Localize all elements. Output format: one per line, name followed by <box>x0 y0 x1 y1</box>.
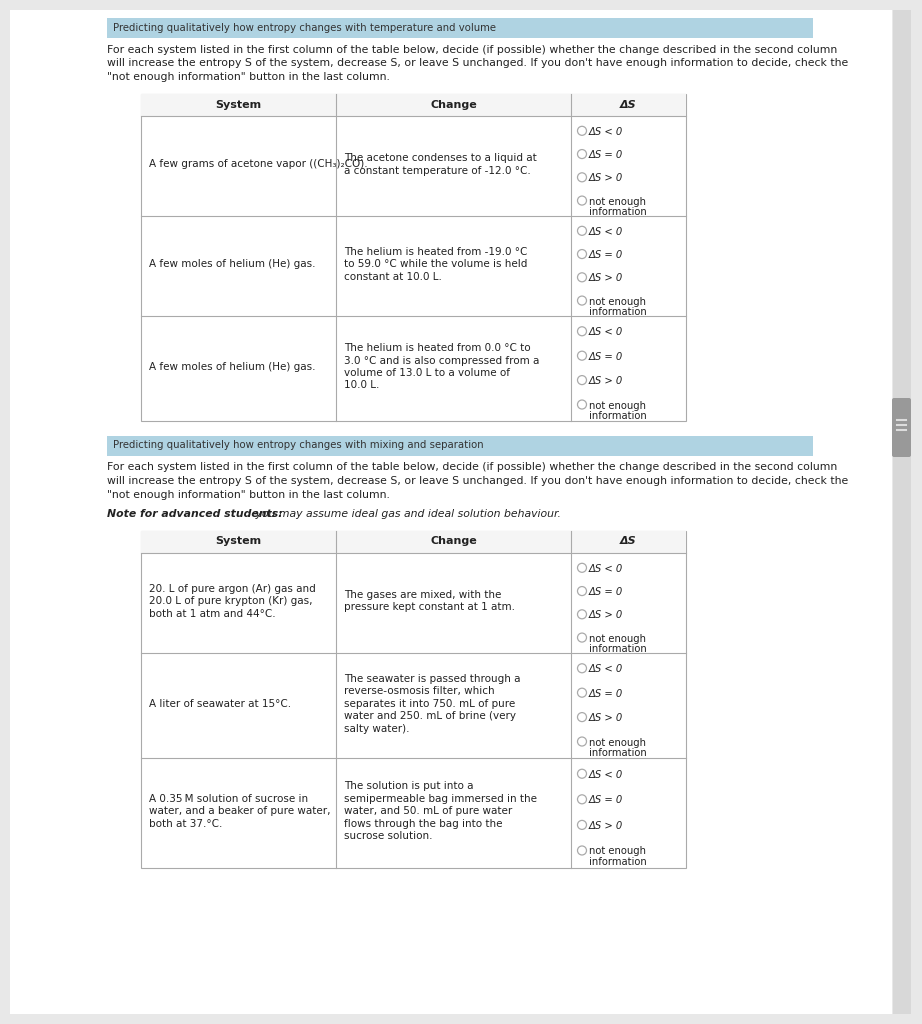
Text: Predicting qualitatively how entropy changes with temperature and volume: Predicting qualitatively how entropy cha… <box>113 23 496 33</box>
Text: A 0.35 M solution of sucrose in: A 0.35 M solution of sucrose in <box>149 794 308 804</box>
Text: information: information <box>589 748 646 758</box>
Text: A few grams of acetone vapor ((CH₃)₂CO).: A few grams of acetone vapor ((CH₃)₂CO). <box>149 160 368 169</box>
FancyBboxPatch shape <box>107 18 813 38</box>
Text: The helium is heated from 0.0 °C to: The helium is heated from 0.0 °C to <box>344 343 531 353</box>
Text: System: System <box>216 99 262 110</box>
Text: ΔS < 0: ΔS < 0 <box>589 665 623 674</box>
Text: ΔS = 0: ΔS = 0 <box>589 689 623 698</box>
Text: not enough: not enough <box>589 400 646 411</box>
Text: ΔS > 0: ΔS > 0 <box>589 610 623 621</box>
FancyBboxPatch shape <box>141 530 686 553</box>
Text: separates it into 750. mL of pure: separates it into 750. mL of pure <box>344 698 515 709</box>
FancyBboxPatch shape <box>893 10 911 1014</box>
FancyBboxPatch shape <box>892 398 911 457</box>
Text: ΔS > 0: ΔS > 0 <box>589 376 623 386</box>
Text: The gases are mixed, with the: The gases are mixed, with the <box>344 590 502 600</box>
Text: salty water).: salty water). <box>344 724 409 734</box>
Text: ΔS < 0: ΔS < 0 <box>589 226 623 237</box>
Text: 10.0 L.: 10.0 L. <box>344 381 379 390</box>
FancyBboxPatch shape <box>107 435 813 456</box>
Text: A few moles of helium (He) gas.: A few moles of helium (He) gas. <box>149 259 315 269</box>
FancyBboxPatch shape <box>141 93 686 421</box>
Text: ΔS > 0: ΔS > 0 <box>589 821 623 830</box>
Text: The solution is put into a: The solution is put into a <box>344 781 474 792</box>
Text: pressure kept constant at 1 atm.: pressure kept constant at 1 atm. <box>344 602 515 612</box>
Text: information: information <box>589 644 646 654</box>
Text: ΔS = 0: ΔS = 0 <box>589 587 623 597</box>
Text: ΔS < 0: ΔS < 0 <box>589 770 623 779</box>
Text: 20.0 L of pure krypton (Kr) gas,: 20.0 L of pure krypton (Kr) gas, <box>149 596 313 606</box>
Text: ΔS = 0: ΔS = 0 <box>589 151 623 160</box>
Text: Note for advanced students:: Note for advanced students: <box>107 509 283 519</box>
Text: information: information <box>589 207 646 217</box>
Text: a constant temperature of -12.0 °C.: a constant temperature of -12.0 °C. <box>344 166 531 175</box>
Text: ΔS: ΔS <box>621 537 637 547</box>
Text: you may assume ideal gas and ideal solution behaviour.: you may assume ideal gas and ideal solut… <box>252 509 561 519</box>
Text: will increase the entropy S of the system, decrease S, or leave S unchanged. If : will increase the entropy S of the syste… <box>107 58 848 69</box>
Text: sucrose solution.: sucrose solution. <box>344 831 432 842</box>
Text: ΔS < 0: ΔS < 0 <box>589 127 623 137</box>
Text: both at 37.°C.: both at 37.°C. <box>149 819 222 828</box>
Text: ΔS < 0: ΔS < 0 <box>589 564 623 573</box>
Text: information: information <box>589 857 646 867</box>
Text: flows through the bag into the: flows through the bag into the <box>344 819 502 828</box>
Text: System: System <box>216 537 262 547</box>
Text: ΔS > 0: ΔS > 0 <box>589 173 623 183</box>
Text: will increase the entropy S of the system, decrease S, or leave S unchanged. If : will increase the entropy S of the syste… <box>107 476 848 486</box>
Text: A liter of seawater at 15°C.: A liter of seawater at 15°C. <box>149 698 291 709</box>
Text: water and 250. mL of brine (very: water and 250. mL of brine (very <box>344 712 516 721</box>
Text: volume of 13.0 L to a volume of: volume of 13.0 L to a volume of <box>344 368 510 378</box>
Text: both at 1 atm and 44°C.: both at 1 atm and 44°C. <box>149 608 276 618</box>
Text: Change: Change <box>431 99 477 110</box>
Text: ΔS > 0: ΔS > 0 <box>589 273 623 284</box>
Text: The helium is heated from -19.0 °C: The helium is heated from -19.0 °C <box>344 247 527 257</box>
Text: water, and 50. mL of pure water: water, and 50. mL of pure water <box>344 806 513 816</box>
Text: not enough: not enough <box>589 297 646 306</box>
Text: 3.0 °C and is also compressed from a: 3.0 °C and is also compressed from a <box>344 355 539 366</box>
Text: ΔS = 0: ΔS = 0 <box>589 796 623 805</box>
Text: constant at 10.0 L.: constant at 10.0 L. <box>344 271 442 282</box>
Text: For each system listed in the first column of the table below, decide (if possib: For each system listed in the first colu… <box>107 463 837 472</box>
Text: not enough: not enough <box>589 847 646 856</box>
Text: ΔS > 0: ΔS > 0 <box>589 713 623 723</box>
Text: semipermeable bag immersed in the: semipermeable bag immersed in the <box>344 794 537 804</box>
Text: not enough: not enough <box>589 634 646 643</box>
Text: 20. L of pure argon (Ar) gas and: 20. L of pure argon (Ar) gas and <box>149 584 315 594</box>
Text: not enough: not enough <box>589 737 646 748</box>
FancyBboxPatch shape <box>141 93 686 116</box>
Text: information: information <box>589 307 646 317</box>
Text: Change: Change <box>431 537 477 547</box>
Text: information: information <box>589 411 646 421</box>
Text: The acetone condenses to a liquid at: The acetone condenses to a liquid at <box>344 153 537 163</box>
Text: ΔS < 0: ΔS < 0 <box>589 328 623 337</box>
Text: Predicting qualitatively how entropy changes with mixing and separation: Predicting qualitatively how entropy cha… <box>113 440 484 451</box>
Text: not enough: not enough <box>589 197 646 207</box>
Text: to 59.0 °C while the volume is held: to 59.0 °C while the volume is held <box>344 259 527 269</box>
Text: "not enough information" button in the last column.: "not enough information" button in the l… <box>107 72 390 82</box>
Text: "not enough information" button in the last column.: "not enough information" button in the l… <box>107 489 390 500</box>
Text: ΔS: ΔS <box>621 99 637 110</box>
Text: ΔS = 0: ΔS = 0 <box>589 250 623 260</box>
Text: The seawater is passed through a: The seawater is passed through a <box>344 674 521 684</box>
Text: For each system listed in the first column of the table below, decide (if possib: For each system listed in the first colu… <box>107 45 837 55</box>
Text: ΔS = 0: ΔS = 0 <box>589 351 623 361</box>
FancyBboxPatch shape <box>10 10 892 1014</box>
Text: reverse-osmosis filter, which: reverse-osmosis filter, which <box>344 686 494 696</box>
Text: water, and a beaker of pure water,: water, and a beaker of pure water, <box>149 806 330 816</box>
FancyBboxPatch shape <box>141 530 686 867</box>
Text: A few moles of helium (He) gas.: A few moles of helium (He) gas. <box>149 361 315 372</box>
